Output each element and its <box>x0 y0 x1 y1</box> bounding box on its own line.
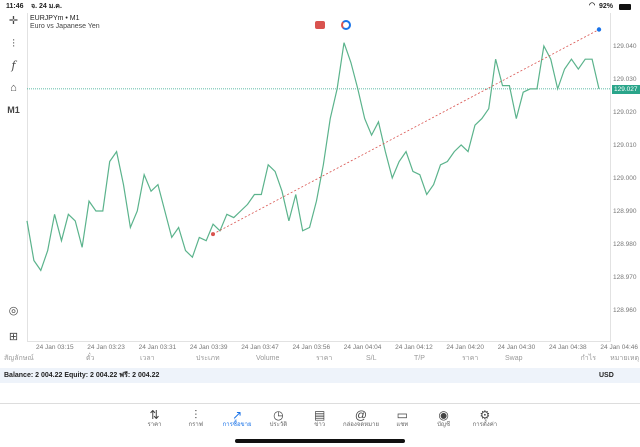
tab-account[interactable]: ◉ บัญชี <box>423 408 464 429</box>
column-header[interactable]: Volume <box>256 355 280 362</box>
tab-label: บัญชี <box>437 422 451 428</box>
x-tick-label: 24 Jan 04:12 <box>395 344 433 351</box>
battery-icon <box>619 4 631 10</box>
timeframe-button[interactable]: M1 <box>7 105 20 115</box>
x-tick-label: 24 Jan 03:47 <box>241 344 279 351</box>
x-tick-label: 24 Jan 04:30 <box>497 344 536 351</box>
history-icon: ◷ <box>273 408 284 422</box>
column-header[interactable]: หมายเหตุ <box>610 355 639 362</box>
column-header[interactable]: Swap <box>505 355 523 362</box>
indicator-icon[interactable]: ◎ <box>8 305 19 317</box>
tab-label: กราฟ <box>188 422 204 428</box>
tab-label: ประวัติ <box>269 422 288 428</box>
x-tick-label: 24 Jan 03:39 <box>189 344 228 351</box>
trendline-start-handle <box>211 232 215 237</box>
tab-chat[interactable]: ▭ แชท <box>382 408 423 429</box>
balance-currency: USD <box>599 372 614 379</box>
chat-icon: ▭ <box>396 408 408 422</box>
y-tick-label: 128.980 <box>613 240 637 248</box>
candles-icon[interactable]: ⫶ <box>12 38 15 50</box>
candles-icon: ⫶ <box>194 408 198 422</box>
balance-row: Balance: 2 004.22 Equity: 2 004.22 ฟรี: … <box>0 368 640 383</box>
y-tick-label: 128.960 <box>613 306 637 314</box>
tab-label: การซื้อขาย <box>222 422 252 428</box>
column-header[interactable]: T/P <box>414 355 425 362</box>
tab-gear[interactable]: ⚙ การตั้งค่า <box>464 408 505 429</box>
column-header[interactable]: ราคา <box>316 355 333 362</box>
tab-history[interactable]: ◷ ประวัติ <box>258 408 299 429</box>
tab-arrows-up-down[interactable]: ⇅ ราคา <box>134 408 175 429</box>
add-icon[interactable]: ⊞ <box>8 331 19 343</box>
x-tick-label: 24 Jan 04:20 <box>446 344 484 351</box>
trendline-end-handle <box>596 27 602 32</box>
x-tick-label: 24 Jan 04:04 <box>343 344 382 351</box>
news-icon: ▤ <box>314 408 326 422</box>
x-tick-label: 24 Jan 03:23 <box>87 344 125 351</box>
status-bar: 11:46 จ. 24 ม.ค. ◠ 92% <box>0 0 640 13</box>
balance-text: Balance: 2 004.22 Equity: 2 004.22 ฟรี: … <box>4 372 160 379</box>
column-header[interactable]: กำไร <box>580 355 596 362</box>
x-tick-label: 24 Jan 04:38 <box>549 344 587 351</box>
home-indicator <box>235 439 405 443</box>
x-tick-label: 24 Jan 04:46 <box>600 344 638 351</box>
tabbar-divider <box>0 403 640 404</box>
mail-at-icon: @ <box>354 408 368 422</box>
tab-label: การตั้งค่า <box>472 422 498 428</box>
price-line <box>26 42 600 272</box>
sell-button-icon[interactable] <box>315 21 325 29</box>
tab-candles[interactable]: ⫶ กราฟ <box>175 408 216 429</box>
gear-icon: ⚙ <box>479 408 491 422</box>
function-icon[interactable]: f <box>11 59 16 72</box>
symbol-description: Euro vs Japanese Yen <box>30 23 100 30</box>
tab-label: กล่องจดหมาย <box>342 422 380 428</box>
wifi-icon: ◠ <box>589 2 596 9</box>
one-click-icon[interactable] <box>341 20 351 30</box>
chart-area[interactable] <box>27 13 611 342</box>
tab-label: ข่าว <box>314 422 326 428</box>
y-tick-label: 129.000 <box>613 174 637 182</box>
account-icon: ◉ <box>438 408 449 422</box>
tab-mail-at[interactable]: @ กล่องจดหมาย <box>341 408 382 429</box>
tab-news[interactable]: ▤ ข่าว <box>299 408 340 429</box>
y-tick-label: 129.030 <box>613 75 637 83</box>
status-date: จ. 24 ม.ค. <box>31 3 62 10</box>
y-tick-label: 129.010 <box>613 141 637 149</box>
objects-icon[interactable]: ⌂ <box>10 82 17 94</box>
column-header[interactable]: สัญลักษณ์ <box>4 355 34 362</box>
x-tick-label: 24 Jan 03:15 <box>36 344 74 351</box>
arrows-up-down-icon: ⇅ <box>149 408 160 422</box>
tab-label: แชท <box>396 422 409 428</box>
y-tick-label: 129.020 <box>613 108 637 116</box>
y-tick-label: 129.040 <box>613 42 637 50</box>
battery-percent: 92% <box>599 3 614 10</box>
column-header[interactable]: ตั๋ว <box>86 355 95 362</box>
status-time: 11:46 <box>6 3 24 10</box>
current-price-label: 129.027 <box>612 85 640 94</box>
crosshair-icon[interactable]: ✛ <box>8 15 19 27</box>
y-tick-label: 128.970 <box>613 273 637 281</box>
column-header[interactable]: เวลา <box>140 355 155 362</box>
y-tick-label: 128.990 <box>613 207 637 215</box>
column-header[interactable]: ประเภท <box>196 355 220 362</box>
tab-label: ราคา <box>147 422 162 428</box>
x-tick-label: 24 Jan 03:31 <box>138 344 177 351</box>
trade-chart-icon: ↗ <box>232 408 243 422</box>
tab-trade-chart[interactable]: ↗ การซื้อขาย <box>217 408 258 429</box>
trendline <box>212 29 600 235</box>
column-header[interactable]: S/L <box>366 355 377 362</box>
symbol-title: EURJPYm • M1 <box>30 15 80 22</box>
x-tick-label: 24 Jan 03:56 <box>292 344 331 351</box>
column-header[interactable]: ราคา <box>462 355 479 362</box>
